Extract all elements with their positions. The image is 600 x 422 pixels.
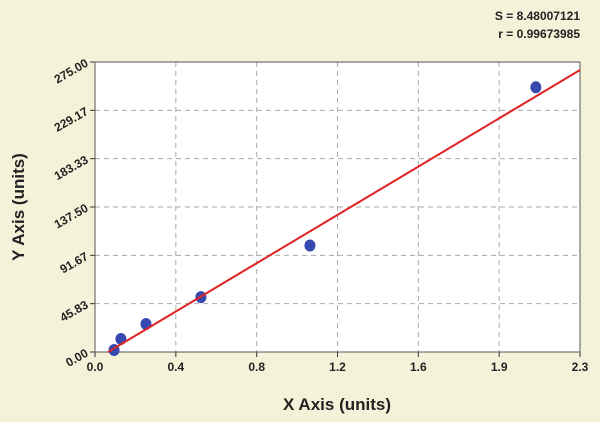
x-tick-label: 1.9 — [491, 360, 508, 374]
x-tick-label: 1.2 — [329, 360, 346, 374]
data-point — [530, 81, 542, 94]
y-axis-title: Y Axis (units) — [9, 153, 28, 261]
stat-r: r = 0.99673985 — [498, 27, 580, 41]
x-tick-label: 2.3 — [572, 360, 589, 374]
y-tick-label: 45.83 — [57, 297, 90, 324]
x-axis-title: X Axis (units) — [283, 395, 391, 414]
x-tick-label: 0.8 — [248, 360, 265, 374]
y-tick-label: 91.67 — [57, 249, 90, 276]
y-tick-label: 275.00 — [52, 56, 91, 87]
x-tick-label: 0.0 — [87, 360, 104, 374]
plot-border — [94, 61, 581, 353]
fit-line — [107, 69, 581, 353]
stat-s: S = 8.48007121 — [495, 9, 580, 23]
x-tick-label: 1.6 — [410, 360, 427, 374]
x-tick-label: 0.4 — [167, 360, 184, 374]
y-tick-label: 229.17 — [52, 104, 91, 135]
y-tick-label: 183.33 — [52, 152, 91, 183]
data-point — [304, 239, 316, 252]
y-tick-label: 137.50 — [52, 201, 91, 232]
